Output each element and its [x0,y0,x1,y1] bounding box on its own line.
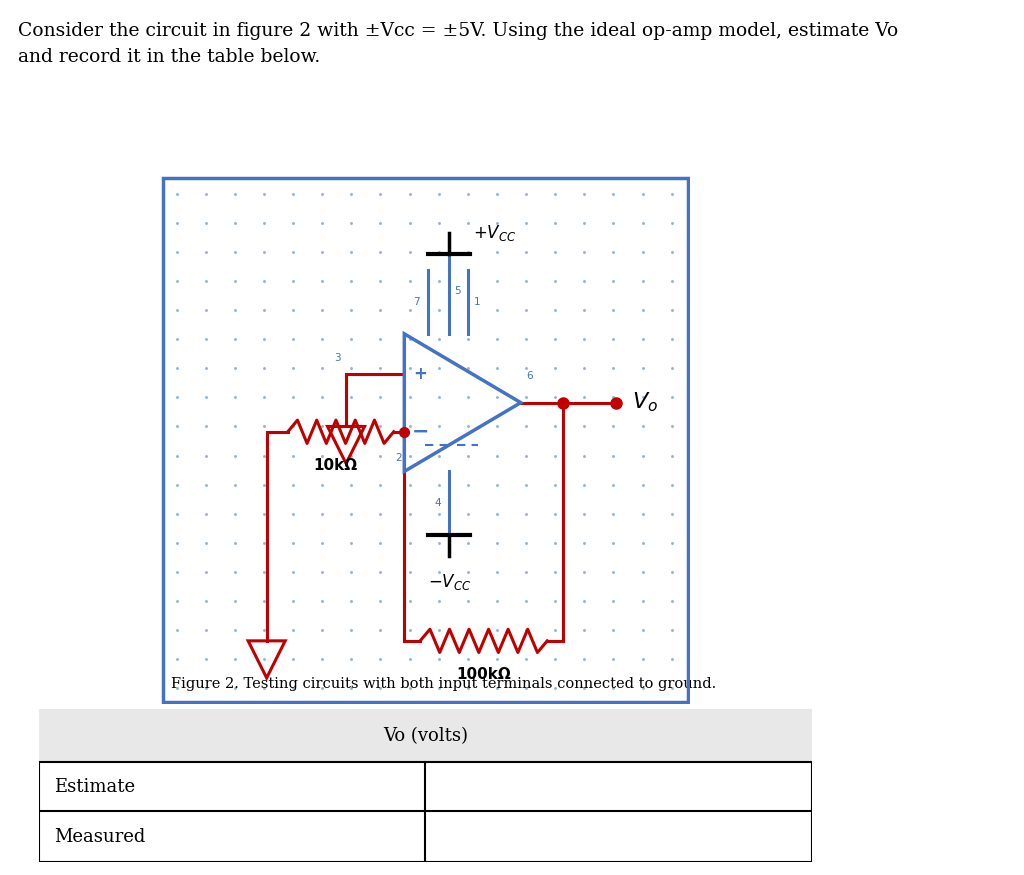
Bar [39,709,812,762]
Text: 100kΩ: 100kΩ [457,668,511,682]
Text: Consider the circuit in figure 2 with ±Vcc = ±5V. Using the ideal op-amp model, : Consider the circuit in figure 2 with ±V… [18,22,899,40]
Text: $-V_{CC}$: $-V_{CC}$ [428,572,471,592]
Text: 10kΩ: 10kΩ [313,458,357,473]
Text: Figure 2. Testing circuits with both input terminals connected to ground.: Figure 2. Testing circuits with both inp… [171,677,717,691]
Text: +: + [414,365,427,382]
Text: 4: 4 [435,498,441,508]
Text: Estimate: Estimate [54,778,135,796]
Text: 1: 1 [474,297,481,307]
Text: and record it in the table below.: and record it in the table below. [18,48,321,66]
Text: Measured: Measured [54,829,145,846]
Text: 6: 6 [526,372,532,382]
Text: $+V_{CC}$: $+V_{CC}$ [473,223,517,243]
Text: $V_o$: $V_o$ [632,391,657,415]
Text: 2: 2 [395,453,402,463]
Text: 5: 5 [455,286,461,297]
Text: Vo (volts): Vo (volts) [383,727,468,746]
Text: −: − [412,422,429,442]
Text: 7: 7 [414,297,420,307]
Text: 3: 3 [334,353,341,363]
